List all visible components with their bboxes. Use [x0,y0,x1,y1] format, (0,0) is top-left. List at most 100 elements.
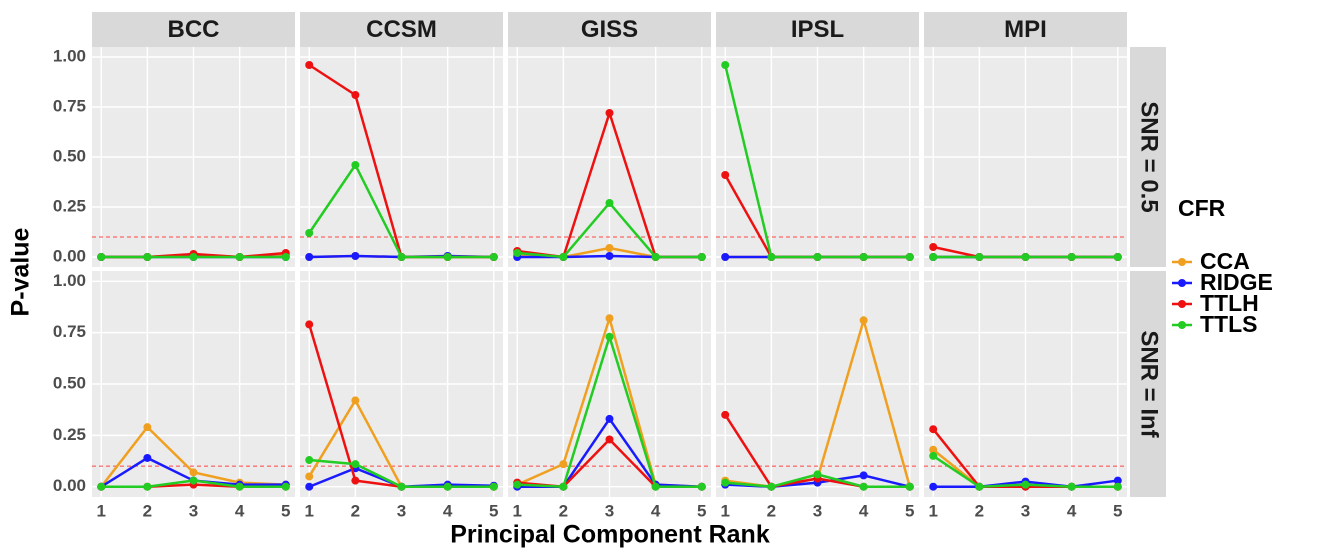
data-point [489,482,498,491]
data-point [513,249,522,257]
x-tick-label: 5 [1113,501,1122,520]
data-point [143,453,152,462]
legend-label: TTLH [1200,290,1259,316]
data-point [651,253,660,261]
x-tick-label: 1 [96,501,105,520]
y-tick-label: 0.75 [53,322,86,341]
x-tick-label: 2 [143,501,152,520]
data-point [1021,480,1030,489]
data-point [605,332,614,341]
x-tick-label: 2 [767,501,776,520]
data-point [605,314,614,323]
y-tick-label: 0.00 [53,476,86,495]
data-point [351,396,360,405]
data-point [351,161,360,169]
data-point [97,482,106,491]
legend-swatch [1178,258,1186,266]
data-point [305,253,314,261]
x-tick-label: 3 [1021,501,1030,520]
x-tick-label: 1 [304,501,313,520]
data-point [929,243,938,251]
x-tick-label: 3 [397,501,406,520]
x-tick-label: 2 [351,501,360,520]
data-point [1113,253,1122,261]
data-point [767,482,776,491]
data-point [305,61,314,69]
data-point [305,229,314,237]
strip [508,12,711,47]
data-point [813,470,822,479]
x-axis-title: Principal Component Rank [450,521,770,549]
data-point [281,482,290,491]
data-point [721,410,730,419]
x-tick-label: 3 [605,501,614,520]
legend-label: TTLS [1200,311,1258,337]
y-tick-label: 0.25 [53,196,86,215]
strip [1130,47,1166,267]
strip-label: GISS [581,16,638,43]
data-point [305,320,314,329]
data-point [351,460,360,469]
x-tick-label: 2 [975,501,984,520]
strip [716,12,919,47]
legend-swatch [1178,300,1186,308]
data-point [1067,253,1076,261]
data-point [859,316,868,325]
x-tick-label: 4 [235,501,245,520]
strip-label: BCC [168,16,220,43]
strip-label: IPSL [791,16,844,43]
data-point [143,423,152,432]
strip [924,12,1127,47]
data-point [721,171,730,179]
y-tick-label: 0.00 [53,246,86,265]
data-point [975,482,984,491]
data-point [929,253,938,261]
data-point [189,468,198,477]
legend-swatch [1178,321,1186,329]
data-point [235,253,244,261]
strip [1130,271,1166,497]
data-point [859,253,868,261]
x-tick-label: 4 [443,501,453,520]
data-point [305,482,314,491]
data-point [905,482,914,491]
legend-label: CCA [1200,248,1250,274]
x-tick-label: 2 [559,501,568,520]
data-point [443,482,452,491]
data-point [721,253,730,261]
x-tick-label: 4 [1067,501,1077,520]
x-tick-label: 5 [281,501,290,520]
x-tick-label: 4 [651,501,661,520]
strip-label: MPI [1004,16,1047,43]
x-tick-label: 1 [512,501,521,520]
data-point [697,482,706,491]
y-tick-label: 0.50 [53,373,86,392]
data-point [859,482,868,491]
data-point [605,435,614,444]
data-point [605,244,614,252]
data-point [189,476,198,485]
data-point [605,199,614,207]
x-tick-label: 1 [720,501,729,520]
data-point [651,482,660,491]
data-point [1113,482,1122,491]
data-point [305,472,314,481]
data-point [559,460,568,469]
data-point [443,253,452,261]
y-tick-label: 0.50 [53,146,86,165]
x-tick-label: 5 [489,501,498,520]
data-point [605,252,614,260]
data-point [975,253,984,261]
data-point [351,476,360,485]
data-point [1021,253,1030,261]
data-point [929,482,938,491]
y-tick-label: 1.00 [53,46,86,65]
data-point [929,445,938,454]
data-point [489,253,498,261]
y-axis-title: P-value [7,227,35,316]
data-point [559,253,568,261]
data-point [721,61,730,69]
legend-title: CFR [1178,195,1226,221]
strip-label: CCSM [366,16,437,43]
